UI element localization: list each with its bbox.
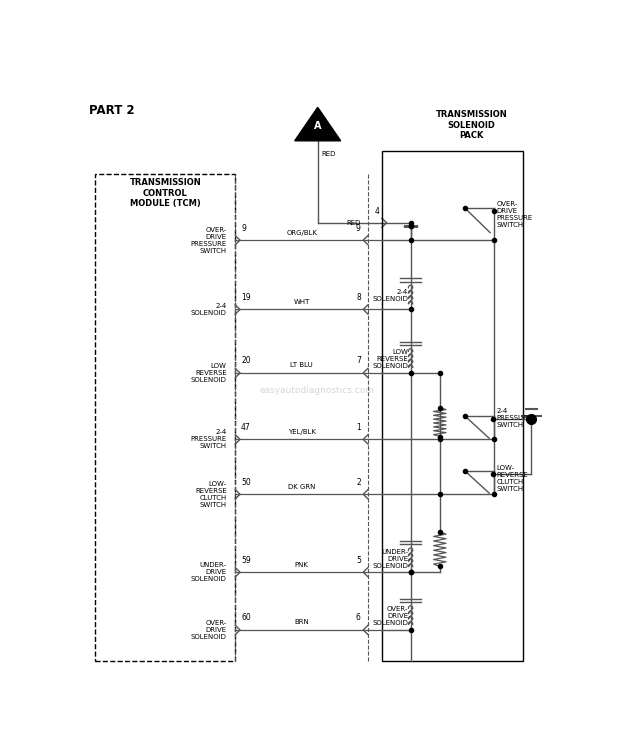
Text: easyautodiagnostics.com: easyautodiagnostics.com (260, 386, 375, 394)
Text: PART 2: PART 2 (89, 104, 135, 118)
Text: 47: 47 (241, 423, 251, 432)
Text: LOW-
REVERSE
CLUTCH
SWITCH: LOW- REVERSE CLUTCH SWITCH (195, 481, 227, 508)
Text: RED: RED (346, 220, 360, 226)
Text: 4: 4 (375, 207, 379, 216)
Text: 59: 59 (241, 556, 251, 565)
Text: 6: 6 (356, 614, 361, 622)
Text: 9: 9 (356, 224, 361, 232)
Text: OVER-
DRIVE
SOLENOID: OVER- DRIVE SOLENOID (191, 620, 227, 640)
Text: ORG/BLK: ORG/BLK (286, 230, 317, 236)
Text: 8: 8 (356, 293, 361, 302)
Text: 50: 50 (241, 478, 251, 487)
Text: 2-4
SOLENOID: 2-4 SOLENOID (191, 303, 227, 316)
Text: DK GRN: DK GRN (288, 484, 315, 490)
Text: 60: 60 (241, 614, 251, 622)
Text: 2-4
SOLENOID: 2-4 SOLENOID (372, 290, 408, 302)
Text: 2-4
PRESSURE
SWITCH: 2-4 PRESSURE SWITCH (190, 430, 227, 449)
Polygon shape (295, 107, 341, 141)
Text: 2: 2 (356, 478, 361, 487)
Text: 2-4
PRESSURE
SWITCH: 2-4 PRESSURE SWITCH (496, 408, 533, 428)
Text: 5: 5 (356, 556, 361, 565)
Text: TRANSMISSION
CONTROL
MODULE (TCM): TRANSMISSION CONTROL MODULE (TCM) (130, 178, 201, 209)
Text: WHT: WHT (294, 298, 310, 304)
Text: UNDER-
DRIVE
SOLENOID: UNDER- DRIVE SOLENOID (191, 562, 227, 582)
Text: 20: 20 (241, 356, 251, 365)
Text: A: A (314, 121, 321, 130)
Text: 9: 9 (241, 224, 246, 232)
Text: TRANSMISSION
SOLENOID
PACK: TRANSMISSION SOLENOID PACK (436, 110, 507, 140)
Text: LOW
REVERSE
SOLENOID: LOW REVERSE SOLENOID (191, 363, 227, 383)
Text: BRN: BRN (294, 620, 309, 626)
Text: OVER-
DRIVE
PRESSURE
SWITCH: OVER- DRIVE PRESSURE SWITCH (496, 201, 533, 228)
Text: LOW-
REVERSE
CLUTCH
SWITCH: LOW- REVERSE CLUTCH SWITCH (496, 465, 528, 493)
Text: UNDER-
DRIVE
SOLENOID: UNDER- DRIVE SOLENOID (372, 549, 408, 568)
Text: 1: 1 (356, 423, 361, 432)
Text: 19: 19 (241, 293, 251, 302)
Text: 7: 7 (356, 356, 361, 365)
Text: YEL/BLK: YEL/BLK (287, 429, 316, 435)
Text: OVER-
DRIVE
PRESSURE
SWITCH: OVER- DRIVE PRESSURE SWITCH (190, 226, 227, 254)
Text: OVER-
DRIVE
SOLENOID: OVER- DRIVE SOLENOID (372, 607, 408, 626)
Text: RED: RED (321, 152, 336, 157)
Text: PNK: PNK (295, 562, 308, 568)
Text: LOW
REVERSE
SOLENOID: LOW REVERSE SOLENOID (372, 350, 408, 370)
Text: LT BLU: LT BLU (290, 362, 313, 368)
